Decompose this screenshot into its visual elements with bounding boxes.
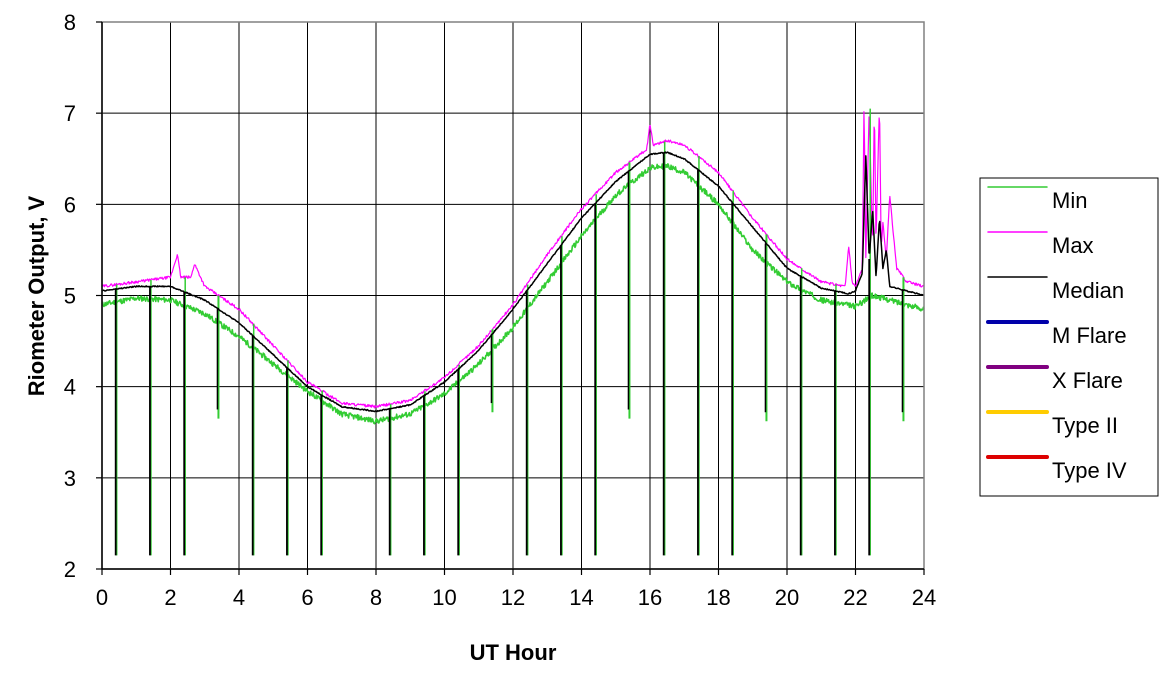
y-tick-label: 6 <box>64 192 76 217</box>
x-tick-label: 18 <box>706 585 730 610</box>
series-line-max <box>101 111 925 409</box>
x-tick-label: 10 <box>432 585 456 610</box>
y-tick-label: 2 <box>64 557 76 582</box>
x-tick-label: 2 <box>164 585 176 610</box>
x-axis-title: UT Hour <box>470 640 557 665</box>
series-layer <box>101 108 925 556</box>
legend-label: Max <box>1052 233 1094 258</box>
legend-label: Median <box>1052 278 1124 303</box>
y-tick-label: 4 <box>64 375 76 400</box>
x-tick-label: 4 <box>233 585 245 610</box>
axes <box>96 21 925 575</box>
legend-box <box>979 177 1159 497</box>
x-tick-label: 22 <box>843 585 867 610</box>
legend-label: X Flare <box>1052 368 1123 393</box>
y-axis-title: Riometer Output, V <box>24 195 49 396</box>
x-tick-label: 0 <box>96 585 108 610</box>
series-line-median <box>101 151 925 413</box>
x-tick-label: 16 <box>638 585 662 610</box>
y-tick-label: 7 <box>64 101 76 126</box>
x-tick-label: 12 <box>501 585 525 610</box>
y-tick-label: 5 <box>64 284 76 309</box>
legend-label: Type II <box>1052 413 1118 438</box>
x-tick-label: 20 <box>775 585 799 610</box>
series-line-min <box>101 163 925 425</box>
legend-label: M Flare <box>1052 323 1127 348</box>
x-tick-label: 8 <box>370 585 382 610</box>
x-tick-label: 24 <box>912 585 936 610</box>
legend: Min Max Median M Flare X Flare Type II Type IV <box>979 177 1159 497</box>
legend-label: Type IV <box>1052 458 1127 483</box>
y-tick-label: 3 <box>64 466 76 491</box>
x-tick-label: 14 <box>569 585 593 610</box>
legend-label: Min <box>1052 188 1087 213</box>
grid <box>102 21 924 569</box>
y-tick-label: 8 <box>64 10 76 35</box>
x-tick-label: 6 <box>301 585 313 610</box>
